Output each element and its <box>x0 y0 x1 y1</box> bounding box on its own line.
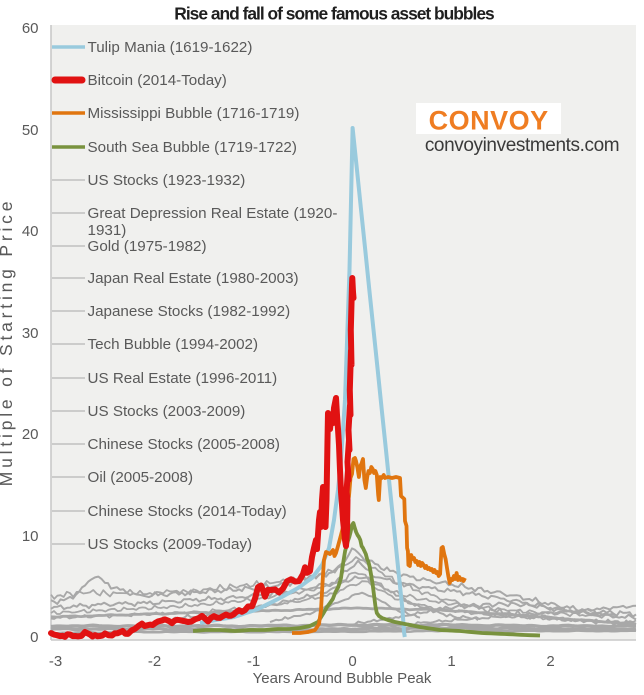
svg-text:Tech Bubble (1994-2002): Tech Bubble (1994-2002) <box>88 336 259 353</box>
svg-text:convoyinvestments.com: convoyinvestments.com <box>425 135 619 156</box>
svg-text:60: 60 <box>22 20 39 37</box>
svg-text:Years Around Bubble Peak: Years Around Bubble Peak <box>253 670 432 687</box>
svg-text:CONVOY: CONVOY <box>429 106 549 136</box>
svg-text:1: 1 <box>447 653 455 670</box>
svg-text:2: 2 <box>546 653 554 670</box>
svg-text:Tulip Mania (1619-1622): Tulip Mania (1619-1622) <box>88 39 253 56</box>
svg-text:Oil (2005-2008): Oil (2005-2008) <box>88 469 194 486</box>
svg-text:1931): 1931) <box>88 222 127 239</box>
svg-text:Great Depression Real Estate (: Great Depression Real Estate (1920- <box>88 205 338 222</box>
svg-text:-1: -1 <box>247 653 260 670</box>
svg-text:10: 10 <box>22 528 39 545</box>
svg-text:US Real Estate (1996-2011): US Real Estate (1996-2011) <box>88 370 278 387</box>
svg-text:50: 50 <box>22 122 39 139</box>
svg-text:Japan Real Estate (1980-2003): Japan Real Estate (1980-2003) <box>88 270 299 287</box>
svg-text:-3: -3 <box>49 653 62 670</box>
svg-text:US Stocks (1923-1932): US Stocks (1923-1932) <box>88 172 246 189</box>
svg-text:Gold (1975-1982): Gold (1975-1982) <box>88 238 207 255</box>
svg-text:Japanese Stocks (1982-1992): Japanese Stocks (1982-1992) <box>88 303 291 320</box>
svg-text:-2: -2 <box>148 653 161 670</box>
svg-text:0: 0 <box>30 629 38 646</box>
svg-text:Bitcoin (2014-Today): Bitcoin (2014-Today) <box>88 72 227 89</box>
svg-text:0: 0 <box>348 653 356 670</box>
svg-text:40: 40 <box>22 223 39 240</box>
svg-text:30: 30 <box>22 325 39 342</box>
svg-text:Multiple of Starting Price: Multiple of Starting Price <box>0 198 16 486</box>
svg-text:20: 20 <box>22 426 39 443</box>
svg-text:Chinese Stocks (2014-Today): Chinese Stocks (2014-Today) <box>88 503 287 520</box>
svg-text:Rise and fall of some famous a: Rise and fall of some famous asset bubbl… <box>174 4 494 24</box>
svg-text:US Stocks (2003-2009): US Stocks (2003-2009) <box>88 403 246 420</box>
svg-text:Chinese Stocks (2005-2008): Chinese Stocks (2005-2008) <box>88 436 280 453</box>
svg-text:Mississippi Bubble (1716-1719): Mississippi Bubble (1716-1719) <box>88 105 300 122</box>
svg-text:South Sea Bubble (1719-1722): South Sea Bubble (1719-1722) <box>88 139 297 156</box>
svg-text:US Stocks (2009-Today): US Stocks (2009-Today) <box>88 536 253 553</box>
